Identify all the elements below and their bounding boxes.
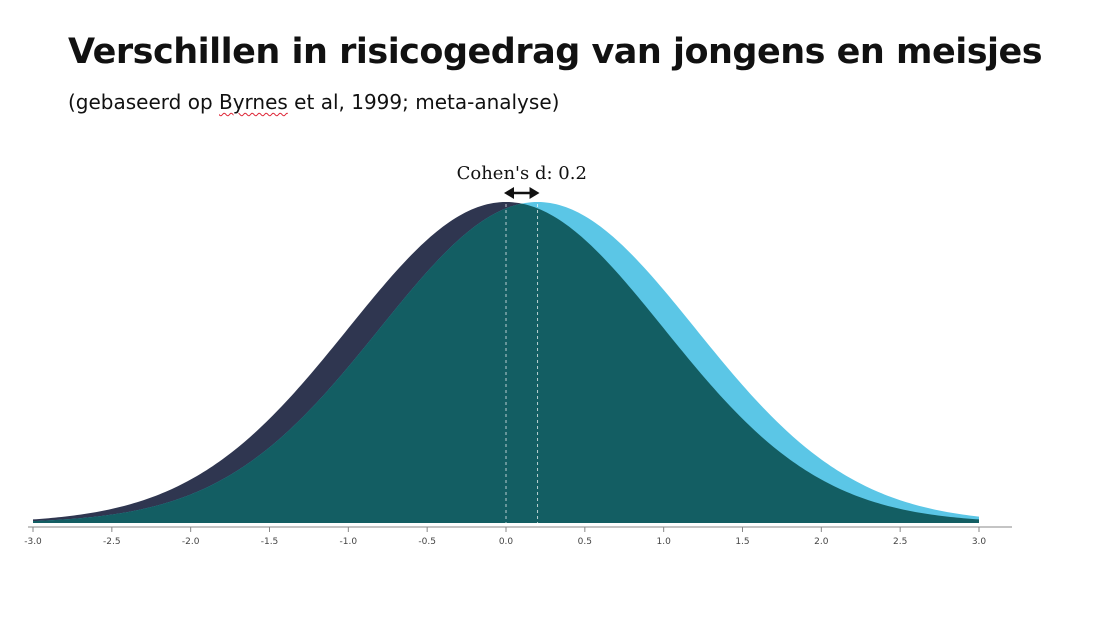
chart-title: Verschillen in risicogedrag van jongens … (68, 32, 1043, 72)
cohens-d-arrowhead-left (504, 187, 514, 199)
subtitle-marked-word: Byrnes (219, 90, 288, 114)
x-tick-label: -1.5 (261, 537, 279, 547)
x-tick-label: 1.0 (657, 537, 672, 547)
cohens-d-label: Cohen's d: 0.2 (457, 163, 587, 184)
x-tick-label: -1.0 (340, 537, 358, 547)
subtitle-part-2: et al, 1999; meta-analyse) (287, 90, 560, 114)
x-tick-label: 0.0 (499, 537, 514, 547)
x-tick-label: 2.0 (814, 537, 829, 547)
x-tick-label: -0.5 (418, 537, 436, 547)
x-tick-label: -2.0 (182, 537, 200, 547)
x-axis-ticks: -3.0 -2.5 -2.0 -1.5 -1.0 -0.5 0.0 0.5 1.0 1.5 2.0 2… (24, 527, 986, 547)
chart-subtitle: (gebaseerd op Byrnes et al, 1999; meta-a… (68, 90, 559, 114)
x-tick-label: -3.0 (24, 537, 42, 547)
subtitle-part-1: (gebaseerd op (68, 90, 219, 114)
distribution-overlap-area (33, 203, 979, 523)
x-tick-label: 1.5 (735, 537, 749, 547)
x-tick-label: -2.5 (103, 537, 121, 547)
x-tick-label: 2.5 (893, 537, 907, 547)
cohens-d-annotation: Cohen's d: 0.2 (457, 163, 587, 199)
x-tick-label: 3.0 (972, 537, 987, 547)
x-tick-label: 0.5 (578, 537, 592, 547)
cohens-d-arrowhead-right (529, 187, 540, 199)
